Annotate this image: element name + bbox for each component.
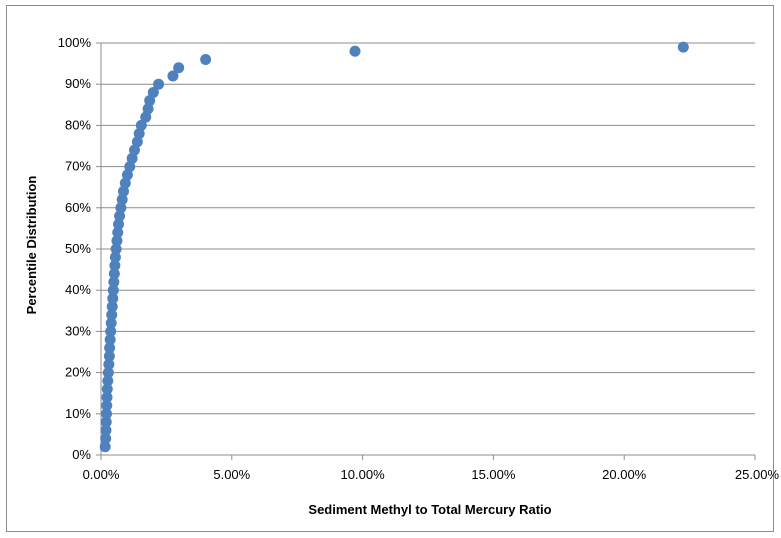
y-tick-label: 20%	[65, 365, 91, 380]
data-point	[100, 433, 112, 445]
data-point	[106, 301, 118, 313]
data-point	[105, 325, 117, 337]
y-tick-label: 30%	[65, 323, 91, 338]
x-tick-label: 20.00%	[602, 467, 647, 482]
x-tick-label: 10.00%	[341, 467, 386, 482]
data-point	[110, 243, 122, 255]
data-point	[105, 317, 117, 329]
data-point	[103, 350, 115, 362]
data-point	[103, 358, 115, 370]
data-point	[104, 342, 116, 354]
data-point	[113, 218, 125, 230]
data-point	[107, 284, 119, 296]
data-point	[107, 292, 119, 304]
data-point	[100, 416, 112, 428]
y-axis-title: Percentile Distribution	[24, 176, 39, 315]
x-tick-label: 5.00%	[213, 467, 250, 482]
data-point	[135, 119, 147, 131]
y-tick-label: 10%	[65, 406, 91, 421]
chart-frame	[6, 5, 774, 532]
data-point	[349, 45, 361, 57]
data-point	[99, 441, 111, 453]
data-point	[101, 383, 113, 395]
data-point	[109, 251, 121, 263]
y-tick-label: 80%	[65, 117, 91, 132]
data-point	[112, 227, 124, 239]
y-tick-label: 100%	[58, 35, 92, 50]
data-point	[100, 424, 112, 436]
data-point	[119, 177, 131, 189]
gridlines	[101, 42, 755, 415]
data-point	[133, 128, 145, 140]
x-tick-label: 15.00%	[471, 467, 516, 482]
data-point	[117, 185, 129, 197]
data-point	[144, 95, 156, 107]
data-point	[108, 276, 120, 288]
data-point	[124, 161, 136, 173]
y-tick-label: 70%	[65, 159, 91, 174]
y-tick-label: 50%	[65, 241, 91, 256]
data-point	[104, 334, 116, 346]
data-point	[131, 136, 143, 148]
data-point	[109, 259, 121, 271]
y-tick-label: 60%	[65, 200, 91, 215]
data-point	[126, 152, 138, 164]
data-point	[200, 53, 212, 65]
data-point	[147, 86, 159, 98]
data-point	[101, 391, 113, 403]
data-point	[167, 70, 179, 82]
y-tick-label: 90%	[65, 76, 91, 91]
data-point	[114, 210, 126, 222]
data-point	[102, 375, 114, 387]
data-point	[102, 367, 114, 379]
data-point	[106, 309, 118, 321]
data-point	[116, 194, 128, 206]
data-point	[140, 111, 152, 123]
data-point	[100, 408, 112, 420]
x-tick-labels: 0.00% 5.00% 10.00% 15.00% 20.00% 25.00%	[83, 467, 780, 482]
data-point	[677, 41, 689, 53]
data-point	[142, 103, 154, 115]
y-tick-label: 0%	[72, 447, 91, 462]
data-point	[153, 78, 165, 90]
x-tick-label: 0.00%	[83, 467, 120, 482]
data-point	[173, 62, 185, 74]
data-point	[111, 235, 123, 247]
data-point	[115, 202, 127, 214]
x-axis-title: Sediment Methyl to Total Mercury Ratio	[308, 502, 551, 517]
y-tick-label: 40%	[65, 282, 91, 297]
data-point	[101, 400, 113, 412]
data-point	[121, 169, 133, 181]
x-tick-label: 25.00%	[735, 467, 780, 482]
y-tick-labels: 0% 10% 20% 30% 40% 50% 60% 70% 80% 90% 100%	[58, 35, 92, 462]
data-point	[108, 268, 120, 280]
data-points	[99, 41, 689, 453]
axes	[96, 42, 756, 460]
